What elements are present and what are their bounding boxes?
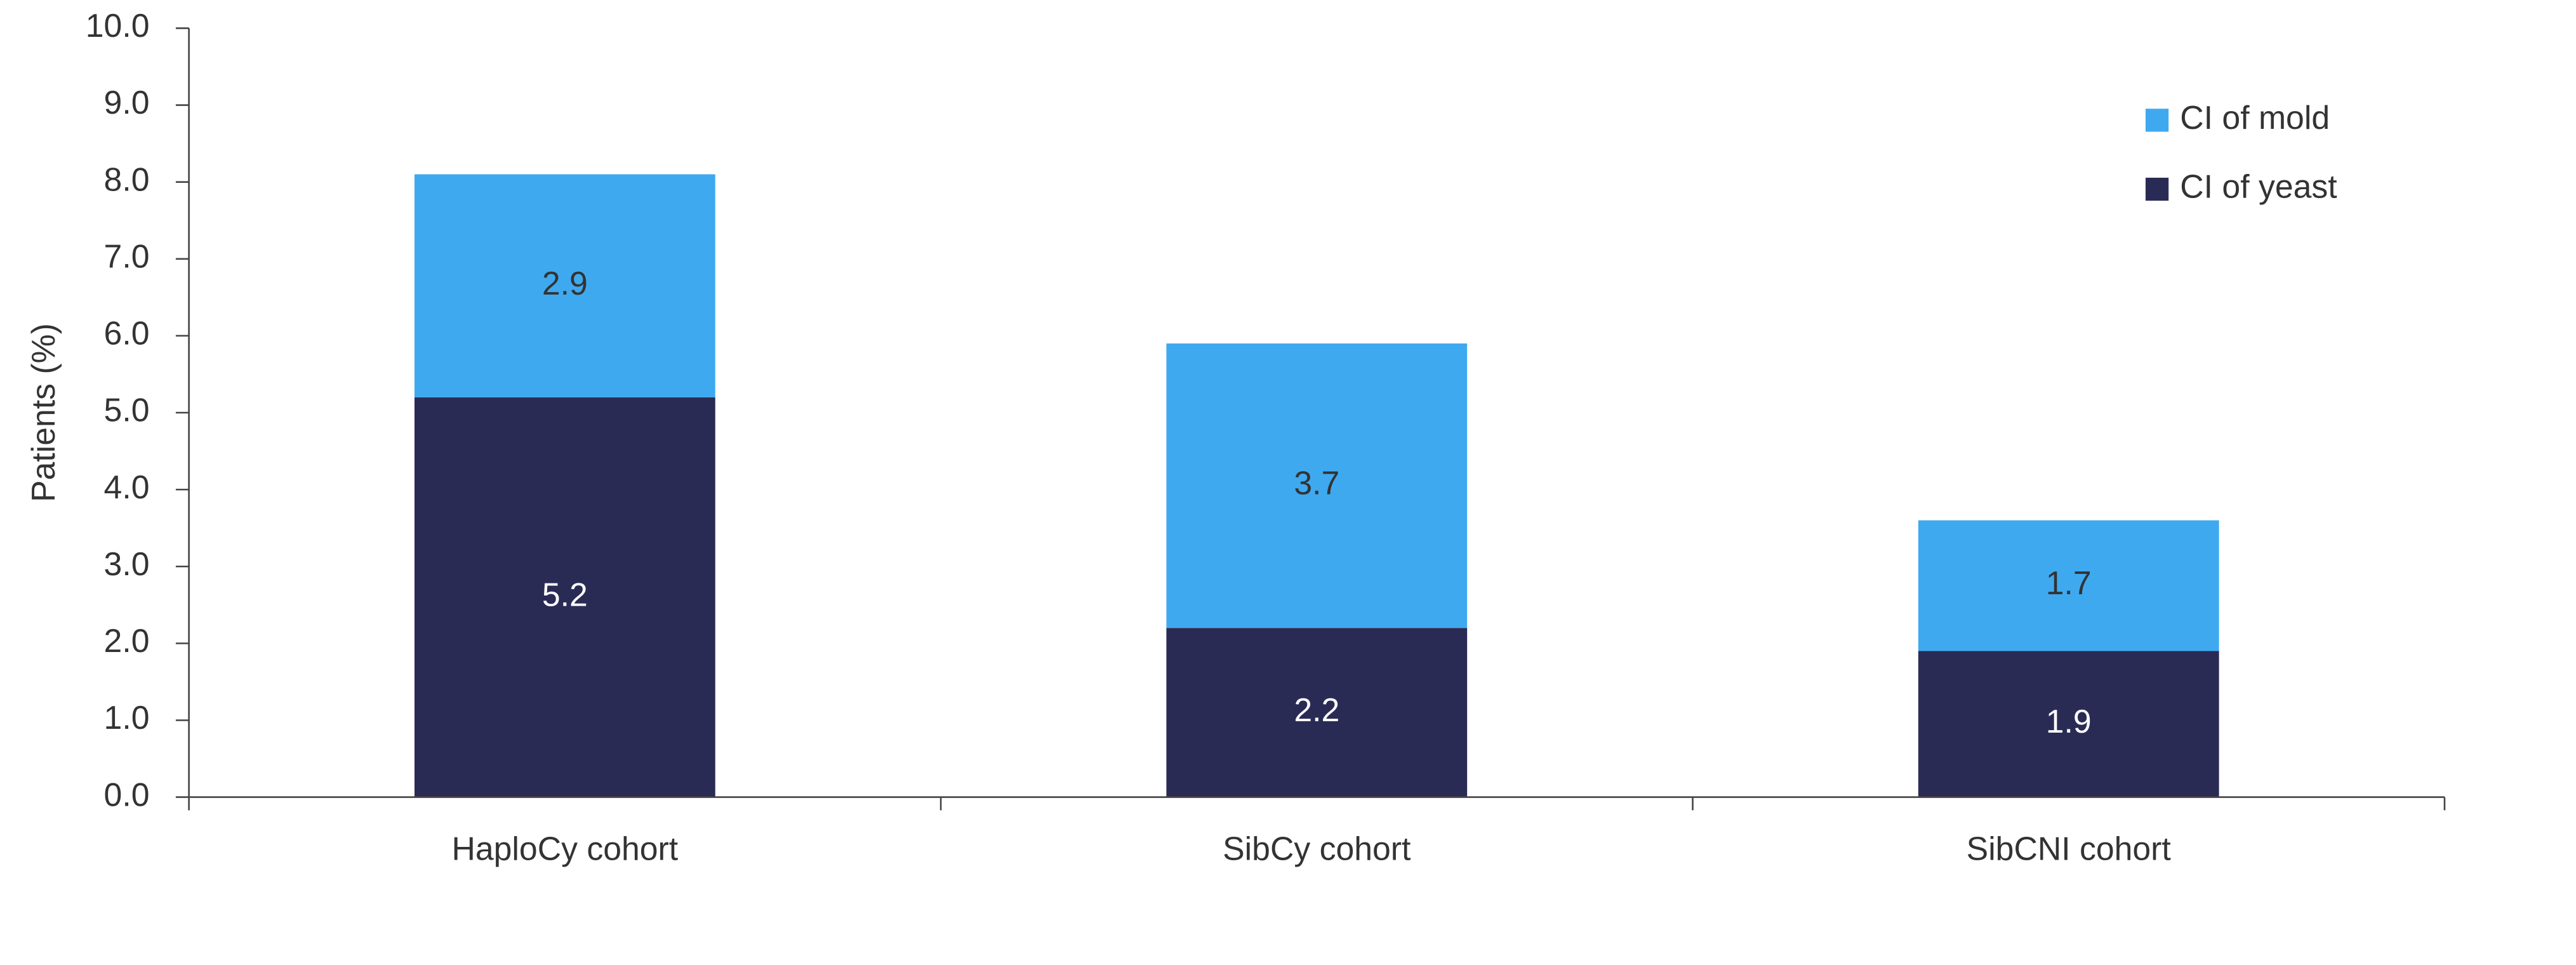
data-label: 2.9 — [542, 265, 588, 302]
data-label: 5.2 — [542, 576, 588, 613]
x-tick-label: HaploCy cohort — [452, 830, 679, 867]
data-label: 1.7 — [2046, 564, 2092, 601]
bar-segment — [1166, 343, 1468, 629]
y-tick-label: 7.0 — [104, 237, 150, 274]
legend-label: CI of mold — [2180, 99, 2330, 136]
legend-swatch — [2145, 109, 2169, 132]
data-label: 1.9 — [2046, 703, 2092, 740]
bar-segment — [414, 174, 715, 397]
bar-segment — [414, 397, 715, 797]
y-tick-label: 5.0 — [104, 392, 150, 429]
bar-segment — [1918, 651, 2219, 797]
data-label: 2.2 — [1294, 691, 1339, 728]
y-axis-label: Patients (%) — [25, 323, 62, 502]
y-tick-label: 1.0 — [104, 699, 150, 736]
bar-segment — [1166, 628, 1468, 797]
y-tick-label: 2.0 — [104, 622, 150, 659]
legend-label: CI of yeast — [2180, 168, 2337, 205]
y-tick-label: 0.0 — [104, 776, 150, 813]
y-tick-label: 10.0 — [86, 7, 150, 44]
data-label: 3.7 — [1294, 465, 1339, 502]
y-tick-label: 4.0 — [104, 469, 150, 505]
legend-swatch — [2145, 177, 2169, 201]
y-tick-label: 3.0 — [104, 545, 150, 582]
x-tick-label: SibCNI cohort — [1967, 830, 2171, 867]
x-tick-label: SibCy cohort — [1223, 830, 1411, 867]
y-tick-label: 8.0 — [104, 161, 150, 197]
y-tick-label: 9.0 — [104, 84, 150, 121]
bar-segment — [1918, 520, 2219, 651]
y-tick-label: 6.0 — [104, 315, 150, 352]
